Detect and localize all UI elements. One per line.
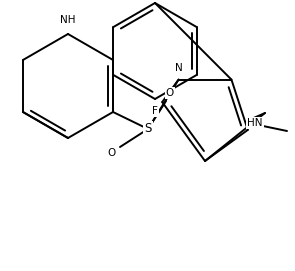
Text: NH: NH <box>60 15 76 25</box>
Text: O: O <box>166 88 174 98</box>
Text: S: S <box>144 122 152 136</box>
Text: HN: HN <box>247 118 263 128</box>
Text: O: O <box>108 148 116 158</box>
Text: F: F <box>152 106 158 116</box>
Text: N: N <box>175 63 182 73</box>
